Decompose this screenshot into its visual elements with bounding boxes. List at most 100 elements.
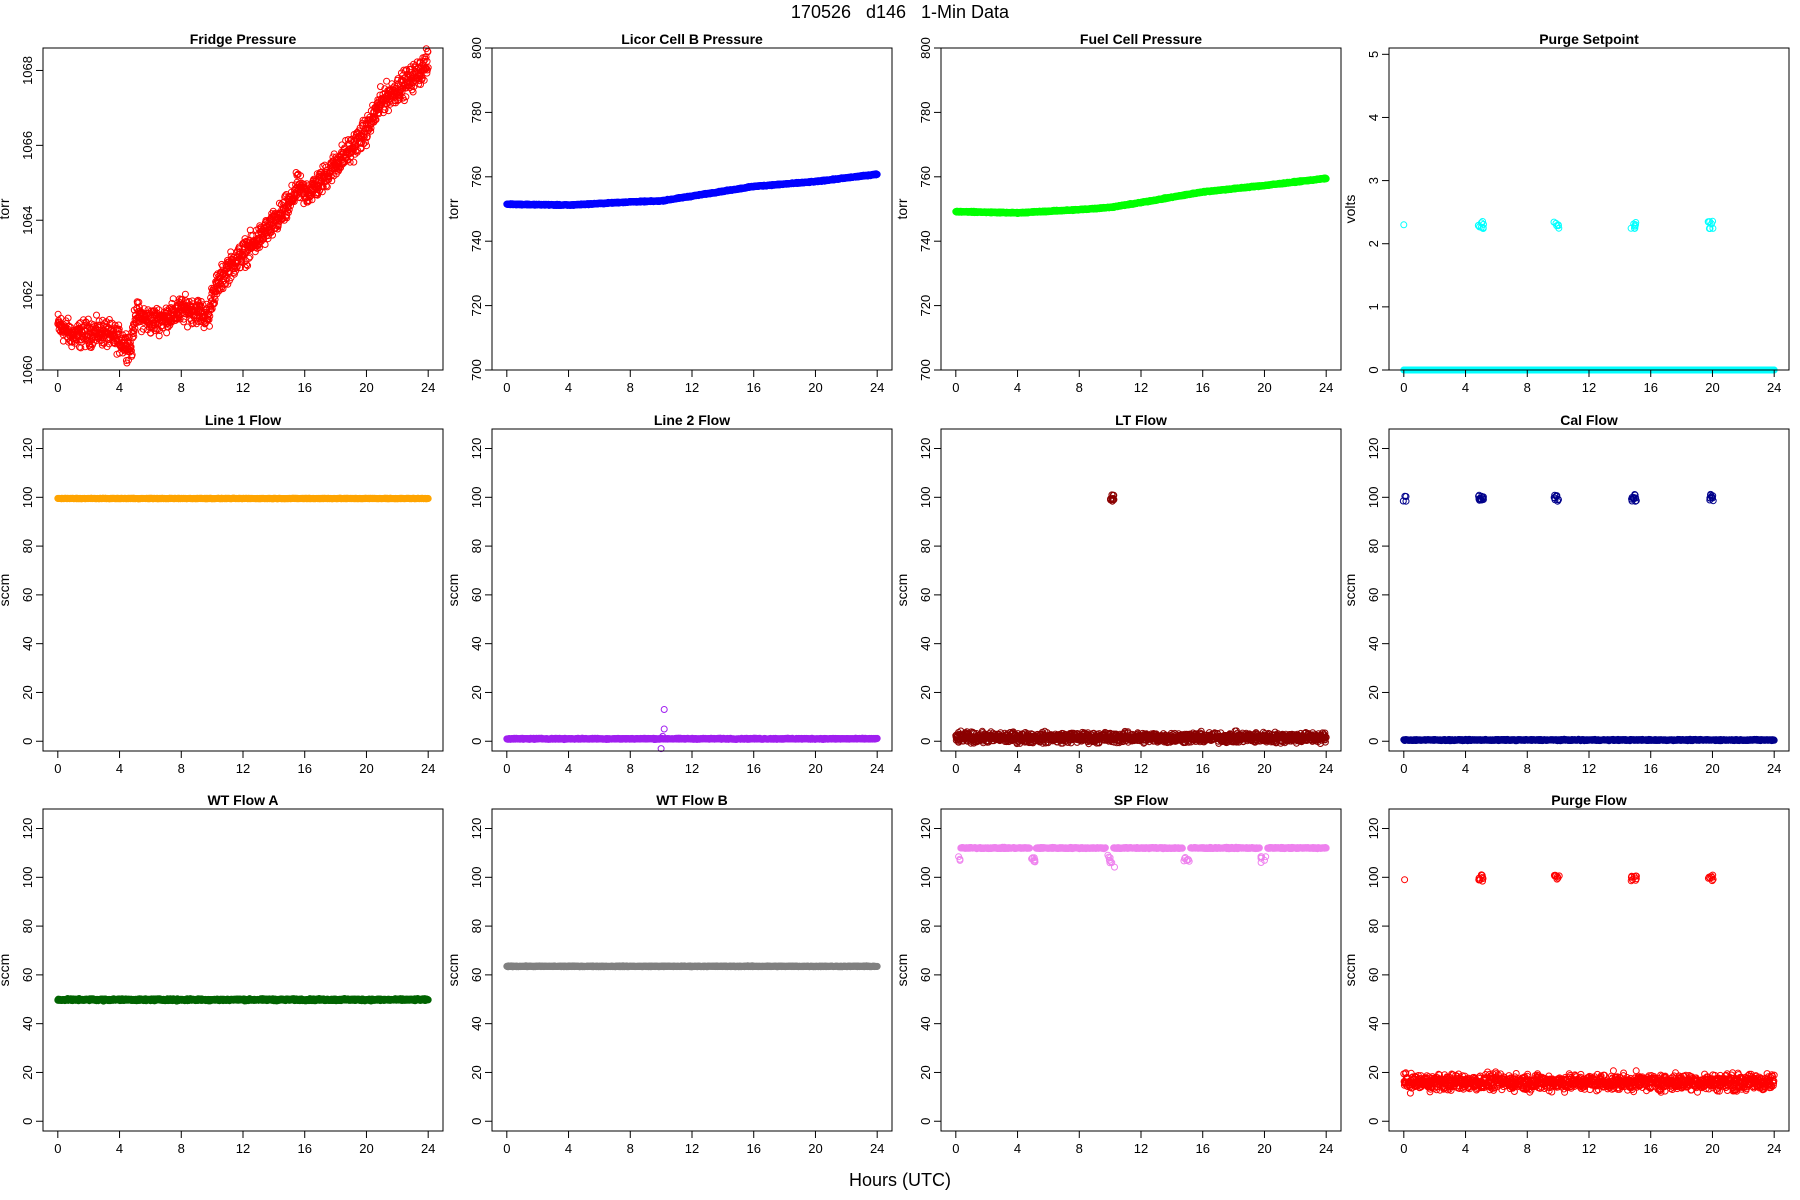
- panel-2-x-tick-label: 0: [503, 380, 510, 395]
- panel-3-x-tick-label: 4: [1014, 380, 1021, 395]
- panel-3-x-tick-label: 0: [952, 380, 959, 395]
- panel-1-point: [129, 334, 137, 342]
- panel-1-point: [346, 158, 354, 166]
- panel-1-point: [245, 254, 253, 262]
- panel-2: Licor Cell B Pressure 0 4 8 12 16 20 24 700 720 74…: [445, 31, 893, 395]
- panel-1-point: [244, 262, 252, 270]
- panel-1-point: [367, 124, 375, 132]
- panel-1-point: [127, 343, 135, 351]
- panel-3-title: Fuel Cell Pressure: [1080, 31, 1202, 47]
- panel-1-point: [199, 301, 207, 309]
- panel-3-x-tick-label: 12: [1134, 380, 1148, 395]
- panel-1-point: [65, 322, 73, 330]
- panel-1-point: [54, 310, 62, 318]
- panel-1-point: [381, 106, 389, 114]
- panel-1-point: [98, 341, 106, 349]
- panel-1-point: [367, 127, 375, 135]
- panel-1-point: [322, 182, 330, 190]
- panel-3-y-axis-label: torr: [894, 198, 910, 219]
- panel-1-point: [134, 299, 141, 307]
- panel-1-x-tick-label: 4: [116, 380, 123, 395]
- panel-1-point: [319, 183, 327, 191]
- panel-1-point: [392, 99, 400, 107]
- panel-1-point: [385, 107, 392, 115]
- panel-1-point: [284, 209, 292, 217]
- panel-1-point: [264, 235, 272, 243]
- panel-1-point: [205, 316, 213, 324]
- panel-1-x-tick-label: 8: [178, 380, 185, 395]
- panel-2-y-tick-label: 720: [469, 295, 484, 317]
- panel-2-y-tick-label: 740: [469, 230, 484, 252]
- panel-3-x-tick-label: 20: [1257, 380, 1271, 395]
- panel-1-point: [224, 280, 232, 288]
- panel-1-point: [400, 97, 408, 105]
- panel-1-point: [409, 88, 417, 96]
- panel-1-point: [128, 351, 136, 359]
- panel-1-point: [283, 207, 291, 215]
- panel-1-point: [275, 199, 283, 207]
- panel-3-x-tick-label: 16: [1195, 380, 1209, 395]
- panel-1-point: [396, 95, 404, 103]
- panel-1-point: [297, 172, 305, 180]
- panel-3-y-tick-label: 780: [918, 102, 933, 124]
- panel-1-point: [232, 267, 239, 275]
- panel-1-x-tick-label: 24: [421, 380, 435, 395]
- panel-2-y-axis-label: torr: [445, 198, 461, 219]
- panel-1-y-tick-label: 1066: [20, 131, 35, 160]
- panel-2-x-tick-label: 4: [565, 380, 572, 395]
- panel-2-points: [503, 170, 881, 209]
- panel-2-x-tick-label: 12: [685, 380, 699, 395]
- panel-2-y-tick-label: 700: [469, 359, 484, 381]
- panel-3-x-tick-label: 24: [1319, 380, 1333, 395]
- figure-title: 170526 d146 1-Min Data: [790, 2, 1010, 22]
- panel-1-point: [64, 314, 72, 322]
- panel-1-point: [135, 298, 143, 306]
- panel-1-y-tick-label: 1060: [20, 356, 35, 385]
- panel-1-point: [328, 171, 336, 179]
- panel-1-y-tick-label: 1064: [20, 206, 35, 235]
- panel-1-point: [319, 162, 327, 170]
- panel-1-point: [420, 76, 428, 84]
- panel-1-point: [232, 264, 240, 272]
- panel-1-point: [418, 74, 426, 82]
- panel-2-frame: [491, 47, 893, 371]
- panel-1-y-tick-label: 1068: [20, 56, 35, 85]
- panel-1-point: [130, 332, 138, 340]
- panel-1-point: [211, 299, 218, 307]
- panel-1-point: [261, 241, 269, 248]
- panel-2-x-tick-label: 24: [870, 380, 884, 395]
- panel-1-point: [323, 183, 331, 191]
- panel-1-point: [308, 196, 316, 204]
- panel-1-point: [402, 93, 410, 101]
- panel-2-x-tick-label: 20: [808, 380, 822, 395]
- panel-3-y-tick-label: 800: [918, 37, 933, 59]
- panel-1-point: [206, 322, 213, 330]
- panel-2-x-tick-label: 8: [627, 380, 634, 395]
- panel-1-point: [293, 171, 301, 179]
- panel-3-y-tick-label: 760: [918, 166, 933, 188]
- panel-2-title: Licor Cell B Pressure: [621, 31, 763, 47]
- panel-1-point: [181, 310, 189, 318]
- panel-1-points: [54, 45, 432, 367]
- panel-1-point: [335, 166, 343, 174]
- panel-1-point: [71, 339, 79, 347]
- panel-1-point: [398, 88, 406, 96]
- panel-2-x-tick-label: 16: [746, 380, 760, 395]
- panel-1-point: [377, 83, 384, 91]
- panel-1-title: Fridge Pressure: [190, 31, 297, 47]
- panel-1-x-tick-label: 0: [54, 380, 61, 395]
- panel-3-points: [952, 174, 1330, 217]
- panel-4-title: Purge Setpoint: [1539, 31, 1639, 47]
- panel-3-y-tick-label: 700: [918, 359, 933, 381]
- panel-1-y-axis-label: torr: [0, 198, 12, 219]
- panel-1-point: [256, 243, 263, 251]
- panel-1-point: [164, 323, 172, 331]
- panel-1-point: [305, 197, 313, 205]
- panel-1-point: [292, 169, 300, 176]
- panel-1-point: [417, 81, 424, 88]
- panel-2-y-tick-label: 800: [469, 37, 484, 59]
- panel-1-point: [424, 48, 432, 56]
